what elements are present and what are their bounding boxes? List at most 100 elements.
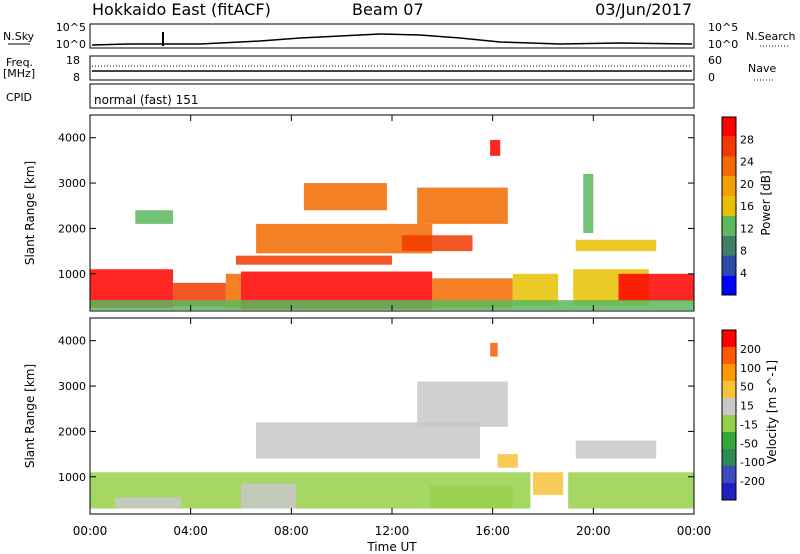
colorbar-swatch	[722, 449, 736, 466]
colorbar-swatch	[722, 398, 736, 415]
power-echo-region	[490, 139, 501, 156]
x-tick-label: 12:00	[375, 524, 410, 538]
colorbar-swatch	[722, 347, 736, 364]
freq-unit: [MHz]	[3, 67, 35, 80]
colorbar-swatch	[722, 466, 736, 483]
colorbar-tick-label: 16	[740, 200, 754, 213]
colorbar-tick-label: 28	[740, 133, 754, 146]
velocity-echo-region	[532, 472, 564, 495]
nsearch-label: N.Search	[746, 30, 796, 43]
power-data	[90, 139, 694, 311]
colorbar-swatch	[722, 136, 736, 157]
colorbar-tick-label: -15	[740, 418, 758, 431]
power-echo-region	[583, 173, 594, 233]
power-panel: 1000 2000 3000 4000 Slant Range [km]	[23, 114, 695, 312]
date-label: 03/Jun/2017	[595, 0, 692, 19]
colorbar-swatch	[722, 215, 736, 236]
colorbar-swatch	[722, 235, 736, 256]
velocity-colorbar-label: Velocity [m s^-1]	[765, 360, 779, 464]
y-tick-label: 1000	[58, 471, 86, 484]
y-tick-label: 2000	[58, 222, 86, 235]
power-y-ticks: 1000 2000 3000 4000	[58, 132, 694, 281]
colorbar-swatch	[722, 330, 736, 347]
nsearch-bottom-tick: 10^0	[708, 38, 738, 51]
velocity-echo-region	[497, 454, 518, 468]
cpid-label: CPID	[6, 91, 32, 104]
freq-top-tick: 18	[66, 54, 80, 67]
velocity-y-ticks: 1000 2000 3000 4000	[58, 335, 694, 484]
power-echo-region	[417, 187, 508, 224]
power-colorbar-label: Power [dB]	[759, 170, 773, 235]
nave-label: Nave	[748, 62, 776, 75]
x-tick-label: 20:00	[576, 524, 611, 538]
power-echo-region	[135, 210, 174, 224]
nsky-trace	[91, 33, 693, 46]
colorbar-swatch	[722, 156, 736, 177]
colorbar-swatch	[722, 364, 736, 381]
colorbar-swatch	[722, 415, 736, 432]
x-tick-label: 04:00	[173, 524, 208, 538]
colorbar-tick-label: 20	[740, 178, 754, 191]
colorbar-tick-label: 15	[740, 400, 754, 413]
freq-strip: Freq. [MHz] 18 8 Nave 60 0	[3, 54, 776, 84]
power-echo-region	[575, 239, 657, 252]
cpid-value: normal (fast) 151	[94, 93, 198, 107]
power-echo-region	[618, 273, 694, 302]
x-tick-label: 00:00	[73, 524, 108, 538]
freq-bottom-tick: 8	[73, 71, 80, 84]
power-echo-region	[225, 273, 241, 308]
colorbar-swatch	[722, 196, 736, 216]
colorbar-tick-label: -50	[740, 437, 758, 450]
beam-label: Beam 07	[352, 0, 424, 19]
colorbar-swatch	[722, 117, 736, 137]
colorbar-swatch	[722, 255, 736, 276]
colorbar-swatch	[722, 176, 736, 197]
velocity-echo-region	[575, 440, 657, 459]
x-tick-label: 16:00	[475, 524, 510, 538]
nsky-label: N.Sky	[3, 30, 35, 43]
colorbar-tick-label: 8	[740, 245, 747, 258]
colorbar-tick-label: 4	[740, 267, 747, 280]
y-tick-label: 4000	[58, 132, 86, 145]
power-ylabel: Slant Range [km]	[23, 161, 37, 265]
time-axis: 00:00 04:00 08:00 12:00 16:00 20:00 00:00	[73, 115, 711, 538]
colorbar-frame	[721, 116, 737, 296]
velocity-colorbar: 200 100 50 15 -15 -50 -100 -200	[721, 329, 765, 501]
nsky-top-tick: 10^5	[56, 21, 86, 34]
nave-top-tick: 60	[708, 54, 722, 67]
colorbar-tick-label: -200	[740, 475, 765, 488]
nave-bottom-tick: 0	[708, 71, 715, 84]
colorbar-tick-label: 12	[740, 222, 754, 235]
nsky-bottom-tick: 10^0	[56, 38, 86, 51]
y-tick-label: 4000	[58, 335, 86, 348]
velocity-ylabel: Slant Range [km]	[23, 364, 37, 468]
colorbar-tick-label: 200	[740, 343, 761, 356]
y-tick-label: 1000	[58, 268, 86, 281]
velocity-echo-region	[256, 422, 481, 459]
power-echo-region	[402, 235, 473, 252]
power-echo-region	[235, 255, 392, 265]
velocity-echo-region	[429, 485, 513, 509]
power-colorbar: 4 8 12 16 20 24 28	[721, 116, 754, 296]
colorbar-swatch	[722, 381, 736, 398]
velocity-echo-region	[490, 342, 498, 357]
velocity-panel: 1000 2000 3000 4000 Slant Range [km]	[23, 317, 695, 515]
y-tick-label: 3000	[58, 177, 86, 190]
time-axis-label: Time UT	[366, 540, 417, 554]
power-echo-region	[303, 183, 387, 211]
cpid-strip: CPID normal (fast) 151	[6, 83, 695, 109]
velocity-echo-region	[241, 483, 297, 509]
nsearch-top-tick: 10^5	[708, 21, 738, 34]
y-tick-label: 2000	[58, 425, 86, 438]
nsky-strip: N.Sky 10^5 10^0 N.Search 10^5 10^0	[3, 21, 796, 51]
colorbar-swatch	[722, 275, 736, 295]
velocity-data	[90, 342, 694, 509]
velocity-echo-region	[115, 497, 181, 509]
y-tick-label: 3000	[58, 380, 86, 393]
colorbar-tick-label: 50	[740, 381, 754, 394]
colorbar-swatch	[722, 483, 736, 500]
velocity-echo-region	[568, 472, 694, 509]
station-title: Hokkaido East (fitACF)	[92, 0, 271, 19]
colorbar-frame	[721, 329, 737, 501]
